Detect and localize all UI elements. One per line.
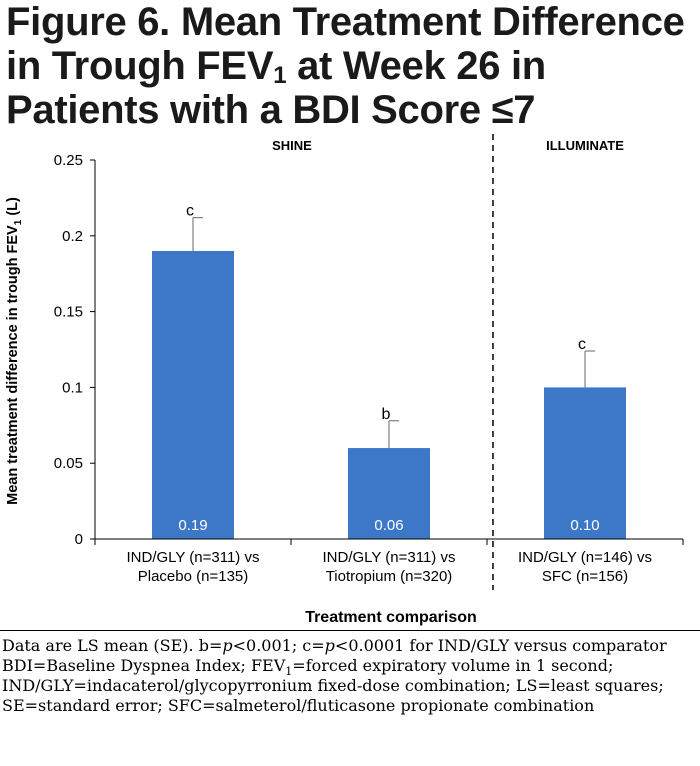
- y-tick-label: 0.2: [62, 228, 83, 245]
- x-category-label: IND/GLY (n=311) vs: [127, 549, 260, 566]
- significance-label: c: [186, 203, 194, 220]
- bar: [544, 387, 626, 539]
- footnote-text: BDI=Baseline Dyspnea Index; FEV: [2, 656, 286, 675]
- footnote-divider: [0, 630, 700, 631]
- bar-value-label: 0.19: [178, 517, 207, 534]
- y-tick-label: 0.15: [54, 304, 83, 321]
- y-axis-title-subscript: 1: [13, 219, 24, 225]
- significance-label: c: [578, 336, 586, 353]
- title-line-3: Patients with a BDI Score ≤7: [6, 88, 536, 132]
- y-tick-label: 0.25: [54, 152, 83, 169]
- x-category-label: IND/GLY (n=311) vs: [323, 549, 456, 566]
- y-axis-title-post: (L): [5, 197, 21, 220]
- x-category-label: SFC (n=156): [542, 568, 628, 585]
- title-line-2-subscript: 1: [273, 62, 287, 89]
- footnote-p-italic: p: [324, 636, 335, 655]
- y-tick-label: 0: [75, 531, 83, 548]
- bar-chart: 0 0.05 0.1 0.15 0.2 0.25 c 0.19 b 0.06 c 0.10 IND/…: [5, 134, 684, 626]
- footnote-text: <0.001; c=: [232, 636, 325, 655]
- x-axis: IND/GLY (n=311) vs Placebo (n=135) IND/GLY…: [94, 538, 684, 585]
- footnote-text: <0.0001 for IND/GLY versus comparator: [334, 636, 667, 655]
- x-category-label: Tiotropium (n=320): [326, 568, 453, 585]
- footnote-text: Data are LS mean (SE). b=: [2, 636, 223, 655]
- y-tick-label: 0.05: [54, 455, 83, 472]
- y-axis: 0 0.05 0.1 0.15 0.2 0.25: [54, 152, 96, 548]
- y-axis-title-pre: Mean treatment difference in trough FEV: [5, 225, 21, 505]
- group-label-shine: SHINE: [272, 138, 312, 153]
- title-line-2: in Trough FEV1 at Week 26 in: [6, 44, 696, 88]
- x-axis-title: Treatment comparison: [305, 609, 477, 626]
- bar: [348, 448, 430, 539]
- footnote-abbrev-stats: Data are LS mean (SE). b=p<0.001; c=p<0.…: [2, 636, 698, 656]
- footnote-text: =forced expiratory volume in 1 second; I…: [2, 656, 664, 715]
- bars: c 0.19 b 0.06 c 0.10: [152, 203, 626, 539]
- bar-value-label: 0.10: [570, 517, 599, 534]
- footnote-subscript: 1: [285, 665, 293, 679]
- figure-title: Figure 6. Mean Treatment Difference in T…: [6, 0, 696, 132]
- x-category-label: Placebo (n=135): [138, 568, 249, 585]
- footnote-abbreviations: BDI=Baseline Dyspnea Index; FEV1=forced …: [2, 656, 698, 716]
- bar: [152, 250, 234, 539]
- y-tick-label: 0.1: [62, 379, 83, 396]
- footnotes: Data are LS mean (SE). b=p<0.001; c=p<0.…: [2, 636, 698, 716]
- group-label-illuminate: ILLUMINATE: [546, 138, 624, 153]
- x-category-label: IND/GLY (n=146) vs: [518, 549, 652, 566]
- title-line-2-pre: in Trough FEV: [6, 44, 274, 88]
- title-line-1: Figure 6. Mean Treatment Difference: [6, 0, 685, 44]
- footnote-p-italic: p: [222, 636, 233, 655]
- significance-label: b: [382, 406, 391, 423]
- bar-value-label: 0.06: [374, 517, 403, 534]
- title-line-2-post: at Week 26 in: [286, 44, 546, 88]
- y-axis-title: Mean treatment difference in trough FEV1…: [5, 197, 24, 505]
